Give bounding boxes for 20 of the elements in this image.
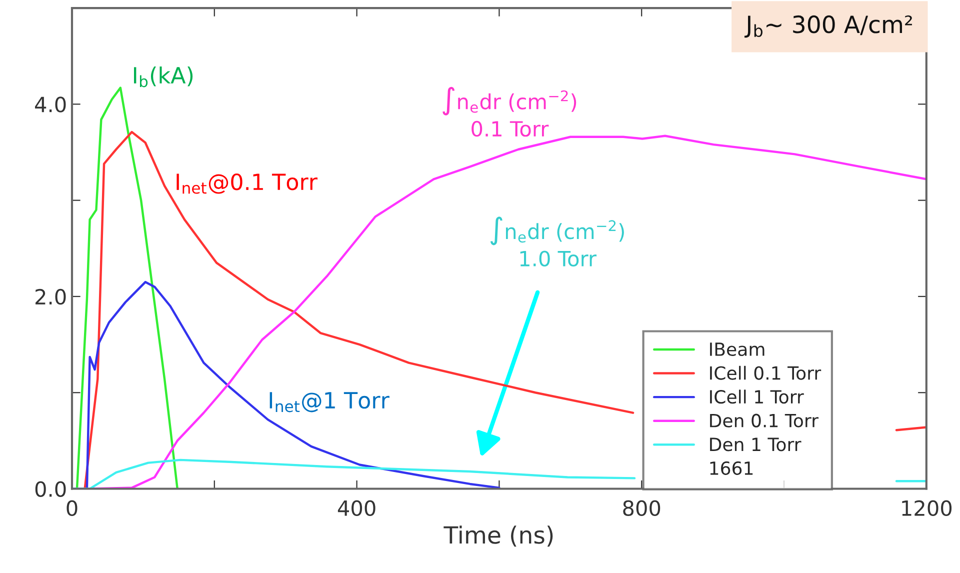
legend-label: Den 1 Torr (710, 438, 802, 452)
y-tick-label: 2.0 (36, 288, 66, 305)
annotation: I$_{net}$@1 Torr (270, 392, 390, 412)
annotation: ∫n$_{e}$dr (cm$^{−2}$) 1.0 Torr (490, 216, 624, 266)
x-tick-label: 800 (623, 500, 660, 516)
annotation: I$_{b}$(kA) (134, 66, 193, 88)
annotation: I$_{net}$@0.1 Torr (176, 173, 318, 194)
y-tick-label: 0.0 (35, 481, 66, 497)
legend-label: Den 0.1 Torr (710, 414, 818, 428)
annotation: ∫n$_{e}$dr (cm$^{−2}$) 0.1 Torr (442, 86, 576, 137)
legend-label: ICell 0.1 Torr (710, 366, 822, 380)
x-tick-label: 1200 (902, 500, 952, 516)
x-tick-label: 0 (66, 500, 78, 516)
legend-label: IBeam (710, 342, 764, 356)
annotation: J$_{b}$~ 300 A/cm² (744, 15, 912, 38)
x-tick-label: 400 (338, 500, 376, 516)
legend-label: ICell 1 Torr (710, 390, 804, 404)
annotation: 1661 (710, 461, 753, 476)
y-tick-label: 4.0 (35, 96, 66, 112)
x-axis-title: Time (ns) (444, 526, 553, 547)
